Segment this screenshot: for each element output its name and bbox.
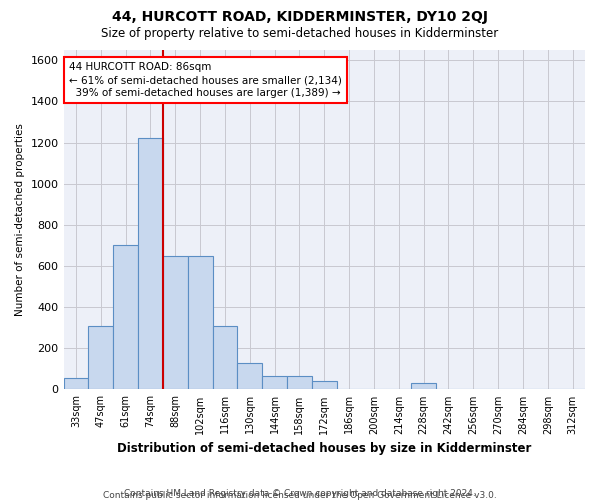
Bar: [212, 326, 238, 390]
Y-axis label: Number of semi-detached properties: Number of semi-detached properties: [15, 124, 25, 316]
Bar: [113, 246, 138, 390]
Bar: [88, 326, 113, 390]
Text: Contains public sector information licensed under the Open Government Licence v3: Contains public sector information licen…: [103, 491, 497, 500]
Bar: [64, 378, 88, 390]
Bar: [312, 381, 337, 390]
Bar: [262, 376, 287, 390]
Text: 44 HURCOTT ROAD: 86sqm
← 61% of semi-detached houses are smaller (2,134)
  39% o: 44 HURCOTT ROAD: 86sqm ← 61% of semi-det…: [69, 62, 341, 98]
Text: 44, HURCOTT ROAD, KIDDERMINSTER, DY10 2QJ: 44, HURCOTT ROAD, KIDDERMINSTER, DY10 2Q…: [112, 10, 488, 24]
X-axis label: Distribution of semi-detached houses by size in Kidderminster: Distribution of semi-detached houses by …: [117, 442, 532, 455]
Bar: [138, 138, 163, 390]
Bar: [188, 256, 212, 390]
Text: Size of property relative to semi-detached houses in Kidderminster: Size of property relative to semi-detach…: [101, 28, 499, 40]
Bar: [411, 384, 436, 390]
Text: Contains HM Land Registry data © Crown copyright and database right 2024.: Contains HM Land Registry data © Crown c…: [124, 488, 476, 498]
Bar: [163, 256, 188, 390]
Bar: [287, 376, 312, 390]
Bar: [238, 362, 262, 390]
